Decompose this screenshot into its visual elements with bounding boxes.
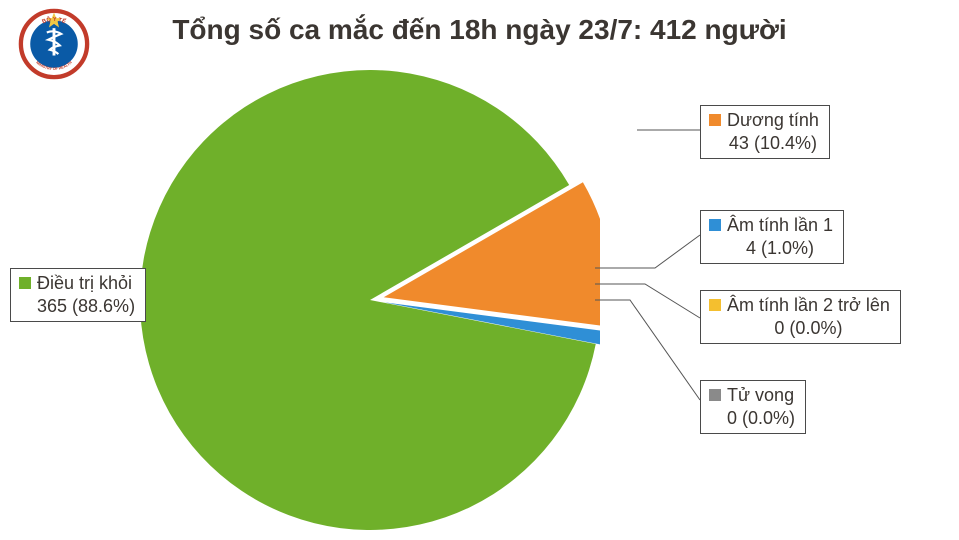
pie-chart <box>140 70 600 530</box>
label-am-tinh-1: Âm tính lần 1 4 (1.0%) <box>700 210 844 264</box>
swatch-icon <box>19 277 31 289</box>
label-duong-tinh: Dương tính 43 (10.4%) <box>700 105 830 159</box>
label-tu-vong: Tử vong 0 (0.0%) <box>700 380 806 434</box>
label-value: 4 (1.0%) <box>727 237 833 260</box>
label-text: Dương tính <box>727 109 819 132</box>
label-value: 365 (88.6%) <box>37 295 135 318</box>
label-text: Tử vong <box>727 384 795 407</box>
label-text: Âm tính lần 1 <box>727 214 833 237</box>
label-dieu-tri: Điều trị khỏi 365 (88.6%) <box>10 268 146 322</box>
label-value: 43 (10.4%) <box>727 132 819 155</box>
chart-title: Tổng số ca mắc đến 18h ngày 23/7: 412 ng… <box>0 14 959 46</box>
label-text: Âm tính lần 2 trở lên <box>727 294 890 317</box>
label-am-tinh-2: Âm tính lần 2 trở lên 0 (0.0%) <box>700 290 901 344</box>
swatch-icon <box>709 114 721 126</box>
swatch-icon <box>709 219 721 231</box>
label-value: 0 (0.0%) <box>727 407 795 430</box>
swatch-icon <box>709 389 721 401</box>
label-text: Điều trị khỏi <box>37 272 135 295</box>
label-value: 0 (0.0%) <box>727 317 890 340</box>
swatch-icon <box>709 299 721 311</box>
